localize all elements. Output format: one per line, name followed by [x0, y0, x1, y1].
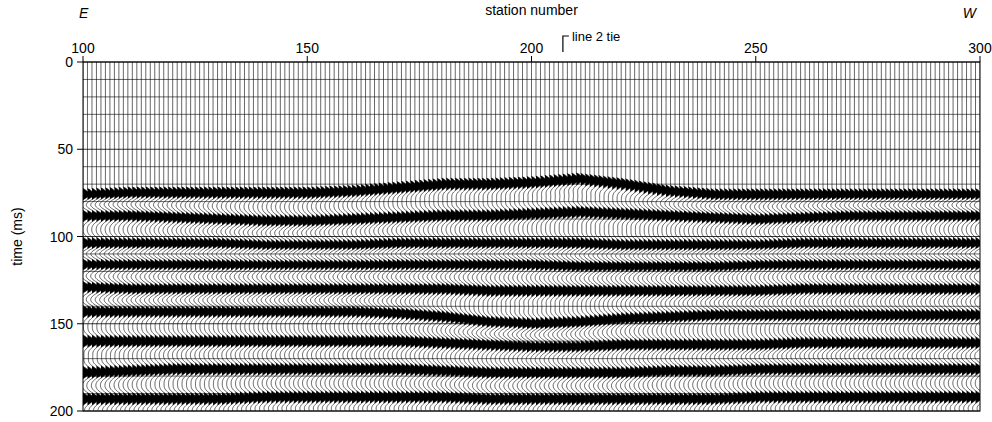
traces [83, 62, 980, 411]
minor-grid [83, 271, 980, 272]
minor-grid [83, 201, 980, 202]
seismic-chart: 100150200250300050100150200station numbe… [0, 0, 992, 422]
minor-grid [83, 253, 980, 254]
